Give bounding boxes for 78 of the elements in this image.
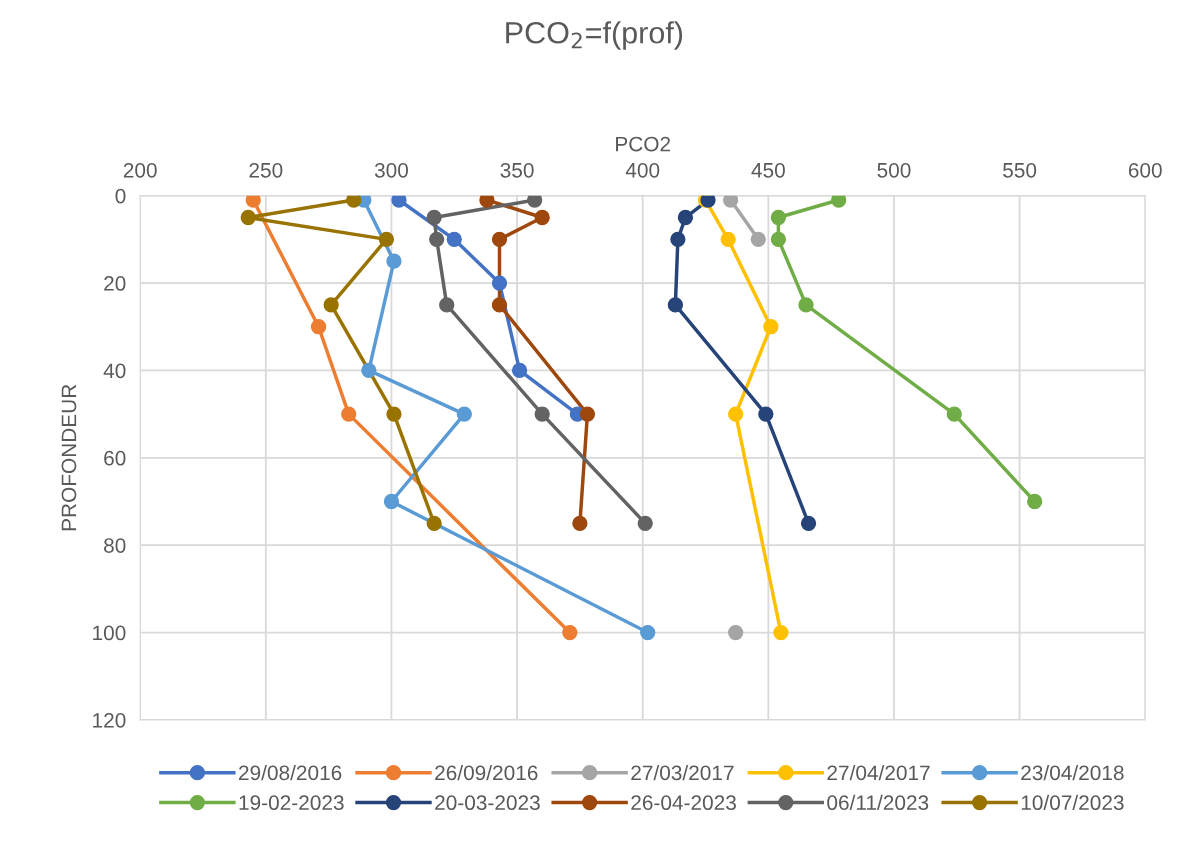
point <box>750 231 766 247</box>
point <box>383 493 400 510</box>
point <box>245 195 261 208</box>
point <box>378 231 395 247</box>
x-tick-label: 300 <box>374 162 409 178</box>
y-axis-title: PROFONDEUR <box>61 384 77 531</box>
point <box>670 231 686 247</box>
point <box>426 515 442 531</box>
point <box>323 297 339 313</box>
y-tick-label: 60 <box>104 450 126 466</box>
y-tick-label: 0 <box>115 188 126 204</box>
point <box>770 209 787 226</box>
point <box>572 515 588 531</box>
x-tick-label: 400 <box>625 162 660 178</box>
point <box>720 231 736 247</box>
legend-label: 26/09/2016 <box>435 764 538 781</box>
point <box>831 195 847 208</box>
legend-label: 19-02-2023 <box>239 795 344 811</box>
legend-label: 29/08/2016 <box>239 764 342 781</box>
x-tick-label: 600 <box>1128 162 1162 178</box>
legend-label: 23/04/2018 <box>1021 764 1124 781</box>
point <box>491 275 508 291</box>
legend-label: 10/07/2023 <box>1021 794 1124 811</box>
chart-title: PCO$_{2}$=f(prof) <box>506 21 683 50</box>
x-tick-label: 500 <box>877 162 911 178</box>
point <box>667 297 684 313</box>
x-axis-title: PCO2 <box>616 136 671 152</box>
point <box>800 515 817 531</box>
point <box>479 195 495 208</box>
point <box>429 231 445 247</box>
y-tick-label: 20 <box>104 276 126 291</box>
point <box>534 406 550 422</box>
point <box>946 406 962 422</box>
legend-label: 27/03/2017 <box>631 764 734 781</box>
point <box>640 624 656 641</box>
point <box>446 231 462 247</box>
y-tick-label: 100 <box>93 625 126 641</box>
y-tick-label: 120 <box>93 712 126 728</box>
legend-label: 26-04-2023 <box>631 795 736 811</box>
point <box>361 362 377 379</box>
point <box>491 297 508 313</box>
point <box>456 406 472 422</box>
point <box>310 319 327 335</box>
point <box>527 195 543 208</box>
point <box>637 515 653 531</box>
point <box>439 297 455 313</box>
point <box>426 209 442 226</box>
point <box>677 209 694 226</box>
point <box>728 406 744 422</box>
point <box>562 624 578 641</box>
point <box>770 231 787 247</box>
point <box>386 406 402 422</box>
point <box>723 195 739 208</box>
x-tick-label: 350 <box>500 162 534 178</box>
point <box>773 624 789 641</box>
point <box>346 195 362 208</box>
x-tick-label: 250 <box>249 162 283 178</box>
point <box>728 624 744 641</box>
legend-label: 20-03-2023 <box>435 795 540 811</box>
point <box>1027 493 1043 510</box>
point <box>491 231 508 247</box>
point <box>511 362 528 379</box>
point <box>758 406 774 422</box>
point <box>240 209 256 226</box>
x-tick-label: 200 <box>123 162 157 178</box>
point <box>579 406 596 422</box>
y-tick-label: 40 <box>103 363 126 379</box>
point <box>341 406 357 422</box>
x-tick-label: 450 <box>751 162 785 178</box>
point <box>386 253 402 269</box>
point <box>798 297 814 313</box>
legend-label: 06/11/2023 <box>827 794 929 811</box>
point <box>391 195 407 208</box>
x-tick-label: 550 <box>1003 162 1037 178</box>
legend-label: 27/04/2017 <box>827 764 930 781</box>
point <box>534 209 550 226</box>
y-tick-label: 80 <box>104 538 126 553</box>
point <box>763 319 779 335</box>
